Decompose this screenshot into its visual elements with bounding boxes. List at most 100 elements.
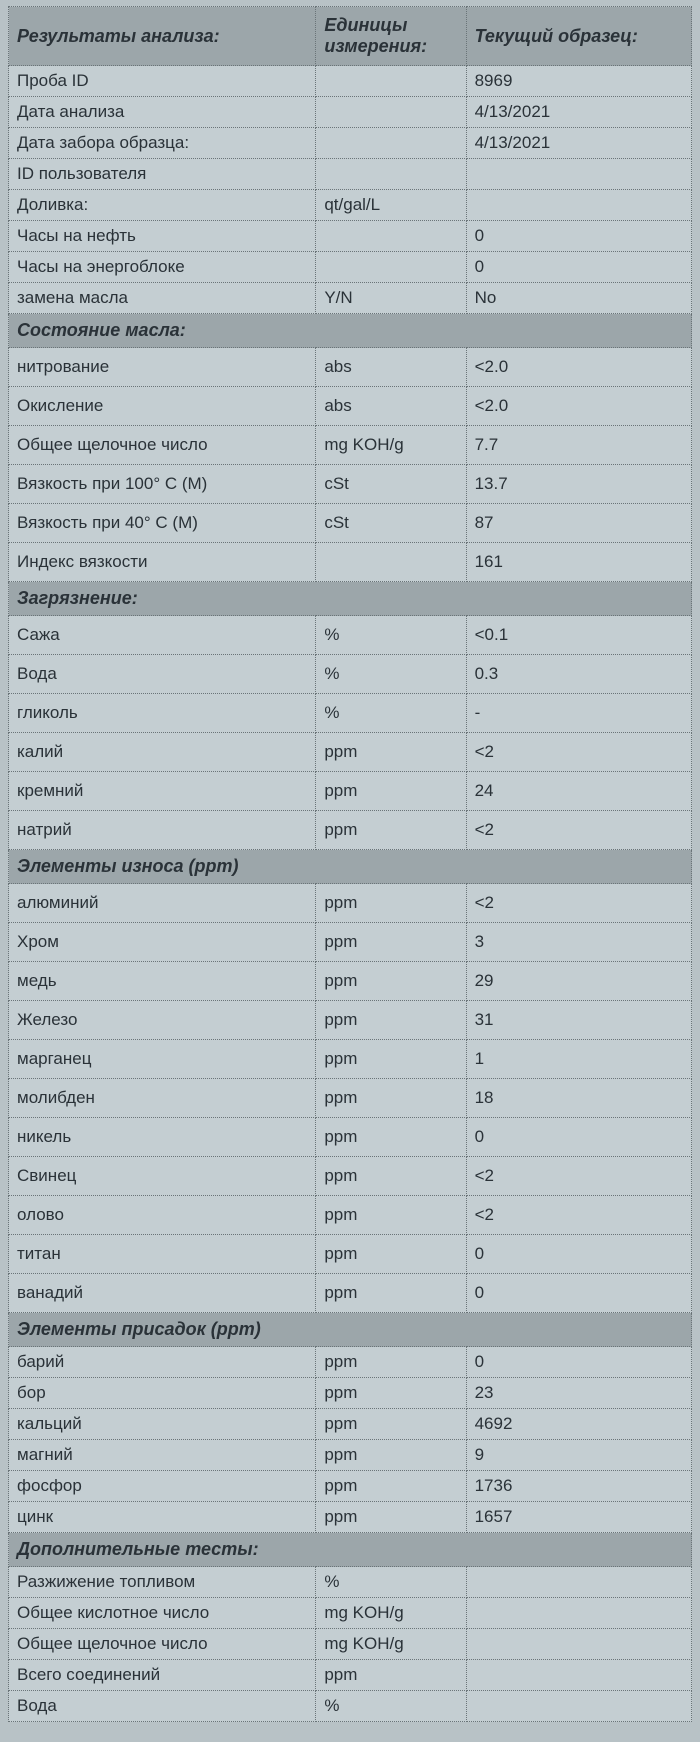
row-label: Общее щелочное число <box>9 1629 316 1660</box>
row-unit <box>316 66 466 97</box>
table-row: Вязкость при 40° C (M)cSt87 <box>9 504 692 543</box>
section-header: Элементы износа (ppm) <box>9 850 692 884</box>
row-unit <box>316 543 466 582</box>
row-label: магний <box>9 1440 316 1471</box>
row-unit: ppm <box>316 1235 466 1274</box>
table-row: Проба ID 8969 <box>9 66 692 97</box>
row-unit: ppm <box>316 1118 466 1157</box>
table-row: Свинецppm<2 <box>9 1157 692 1196</box>
row-value: 0 <box>466 1347 691 1378</box>
row-unit <box>316 97 466 128</box>
row-unit: abs <box>316 387 466 426</box>
table-row: Железоppm31 <box>9 1001 692 1040</box>
row-value: 4/13/2021 <box>466 97 691 128</box>
row-value: 8969 <box>466 66 691 97</box>
row-label: молибден <box>9 1079 316 1118</box>
row-value <box>466 190 691 221</box>
row-unit: ppm <box>316 1471 466 1502</box>
row-label: Дата анализа <box>9 97 316 128</box>
section-title: Элементы присадок (ppm) <box>9 1313 692 1347</box>
table-row: Дата забора образца:4/13/2021 <box>9 128 692 159</box>
table-row: гликоль%- <box>9 694 692 733</box>
row-label: титан <box>9 1235 316 1274</box>
table-row: Всего соединенийppm <box>9 1660 692 1691</box>
row-unit: abs <box>316 348 466 387</box>
row-unit <box>316 221 466 252</box>
table-row: Разжижение топливом% <box>9 1567 692 1598</box>
table-row: Часы на нефть 0 <box>9 221 692 252</box>
row-value: 23 <box>466 1378 691 1409</box>
table-row: молибденppm18 <box>9 1079 692 1118</box>
row-unit: ppm <box>316 923 466 962</box>
row-value: 7.7 <box>466 426 691 465</box>
table-row: медьppm29 <box>9 962 692 1001</box>
table-row: Окислениеabs<2.0 <box>9 387 692 426</box>
row-value: 31 <box>466 1001 691 1040</box>
row-value <box>466 1629 691 1660</box>
table-row: марганецppm1 <box>9 1040 692 1079</box>
table-row: кремнийppm24 <box>9 772 692 811</box>
table-row: Общее щелочное числоmg KOH/g <box>9 1629 692 1660</box>
row-value: 4/13/2021 <box>466 128 691 159</box>
row-unit: ppm <box>316 1347 466 1378</box>
row-label: Вода <box>9 655 316 694</box>
row-unit: ppm <box>316 1040 466 1079</box>
row-unit <box>316 159 466 190</box>
row-label: Вязкость при 100° C (M) <box>9 465 316 504</box>
row-value: <0.1 <box>466 616 691 655</box>
row-value <box>466 1598 691 1629</box>
table-row: борppm23 <box>9 1378 692 1409</box>
row-unit: ppm <box>316 733 466 772</box>
section-title: Дополнительные тесты: <box>9 1533 692 1567</box>
row-unit: mg KOH/g <box>316 1629 466 1660</box>
row-label: Часы на нефть <box>9 221 316 252</box>
table-row: магнийppm9 <box>9 1440 692 1471</box>
row-value: 0 <box>466 221 691 252</box>
row-label: Свинец <box>9 1157 316 1196</box>
section-header: Элементы присадок (ppm) <box>9 1313 692 1347</box>
row-unit: ppm <box>316 962 466 1001</box>
row-unit: mg KOH/g <box>316 426 466 465</box>
table-row: нитрованиеabs<2.0 <box>9 348 692 387</box>
row-label: Индекс вязкости <box>9 543 316 582</box>
row-unit: ppm <box>316 884 466 923</box>
header-units: Единицы измерения: <box>316 7 466 66</box>
table-body: Проба ID 8969 Дата анализа 4/13/2021Дата за… <box>9 66 692 1722</box>
row-label: Проба ID <box>9 66 316 97</box>
section-header: Загрязнение: <box>9 582 692 616</box>
row-label: бор <box>9 1378 316 1409</box>
row-value: 161 <box>466 543 691 582</box>
row-value: 87 <box>466 504 691 543</box>
row-label: Общее щелочное число <box>9 426 316 465</box>
table-row: Сажа%<0.1 <box>9 616 692 655</box>
row-value <box>466 1567 691 1598</box>
row-unit: ppm <box>316 1274 466 1313</box>
row-value: - <box>466 694 691 733</box>
row-label: Сажа <box>9 616 316 655</box>
row-value: 9 <box>466 1440 691 1471</box>
section-title: Состояние масла: <box>9 314 692 348</box>
row-unit: % <box>316 1691 466 1722</box>
row-label: кальций <box>9 1409 316 1440</box>
section-header: Дополнительные тесты: <box>9 1533 692 1567</box>
analysis-report-sheet: Результаты анализа: Единицы измерения: Т… <box>0 0 700 1742</box>
row-unit: % <box>316 1567 466 1598</box>
row-value: 0 <box>466 1118 691 1157</box>
row-label: алюминий <box>9 884 316 923</box>
table-row: Хромppm3 <box>9 923 692 962</box>
row-label: нитрование <box>9 348 316 387</box>
row-value: 1 <box>466 1040 691 1079</box>
row-unit: ppm <box>316 772 466 811</box>
row-unit: ppm <box>316 1001 466 1040</box>
table-row: никельppm0 <box>9 1118 692 1157</box>
row-label: замена масла <box>9 283 316 314</box>
row-label: кремний <box>9 772 316 811</box>
row-unit: ppm <box>316 1440 466 1471</box>
row-value: 0 <box>466 1235 691 1274</box>
table-row: алюминийppm<2 <box>9 884 692 923</box>
analysis-table: Результаты анализа: Единицы измерения: Т… <box>8 6 692 1722</box>
table-row: Общее щелочное числоmg KOH/g7.7 <box>9 426 692 465</box>
table-row: титанppm0 <box>9 1235 692 1274</box>
row-unit <box>316 128 466 159</box>
row-unit: ppm <box>316 811 466 850</box>
